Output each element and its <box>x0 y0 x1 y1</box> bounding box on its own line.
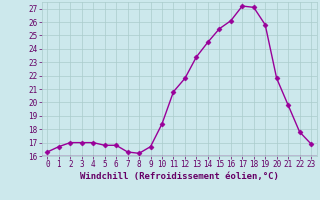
X-axis label: Windchill (Refroidissement éolien,°C): Windchill (Refroidissement éolien,°C) <box>80 172 279 181</box>
